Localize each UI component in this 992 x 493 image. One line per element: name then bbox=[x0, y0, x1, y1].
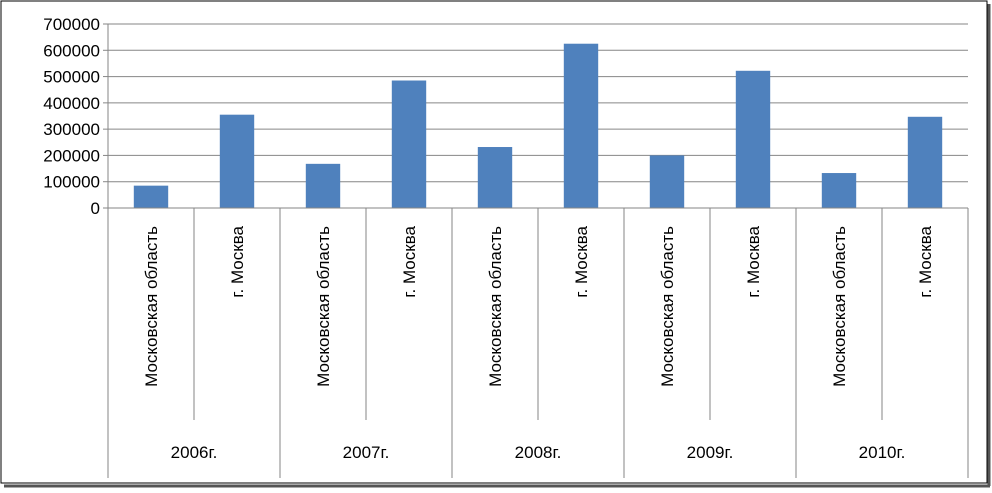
category-label: Московская область bbox=[658, 226, 677, 387]
category-label: Московская область bbox=[314, 226, 333, 387]
category-label: г. Москва bbox=[744, 225, 763, 297]
y-tick-label: 700000 bbox=[43, 15, 100, 34]
axes bbox=[103, 23, 969, 478]
group-label: 2009г. bbox=[687, 443, 734, 462]
category-label: г. Москва bbox=[228, 225, 247, 297]
bar bbox=[219, 114, 255, 208]
category-label: Московская область bbox=[142, 226, 161, 387]
y-tick-label: 100000 bbox=[43, 173, 100, 192]
group-label: 2006г. bbox=[171, 443, 218, 462]
bar bbox=[907, 116, 943, 208]
bars bbox=[133, 43, 943, 208]
labels: 0 100000 200000 300000 400000 500000 600000 700… bbox=[43, 15, 935, 462]
bar bbox=[735, 70, 771, 208]
y-tick-label: 500000 bbox=[43, 68, 100, 87]
chart-frame bbox=[0, 0, 988, 484]
category-label: Московская область bbox=[486, 226, 505, 387]
bar bbox=[649, 155, 685, 208]
category-label: г. Москва bbox=[916, 225, 935, 297]
bar bbox=[477, 147, 513, 208]
y-tick-label: 600000 bbox=[43, 41, 100, 60]
category-label: г. Москва bbox=[400, 225, 419, 297]
bar bbox=[133, 185, 169, 208]
y-tick-label: 200000 bbox=[43, 146, 100, 165]
category-label: г. Москва bbox=[572, 225, 591, 297]
y-tick-label: 300000 bbox=[43, 120, 100, 139]
group-label: 2008г. bbox=[515, 443, 562, 462]
y-tick-label: 400000 bbox=[43, 94, 100, 113]
group-label: 2010г. bbox=[859, 443, 906, 462]
group-label: 2007г. bbox=[343, 443, 390, 462]
bar bbox=[391, 80, 427, 208]
category-label: Московская область bbox=[830, 226, 849, 387]
bar bbox=[821, 173, 857, 208]
y-tick-label: 0 bbox=[91, 199, 100, 218]
bar bbox=[563, 43, 599, 208]
bar bbox=[305, 163, 341, 208]
